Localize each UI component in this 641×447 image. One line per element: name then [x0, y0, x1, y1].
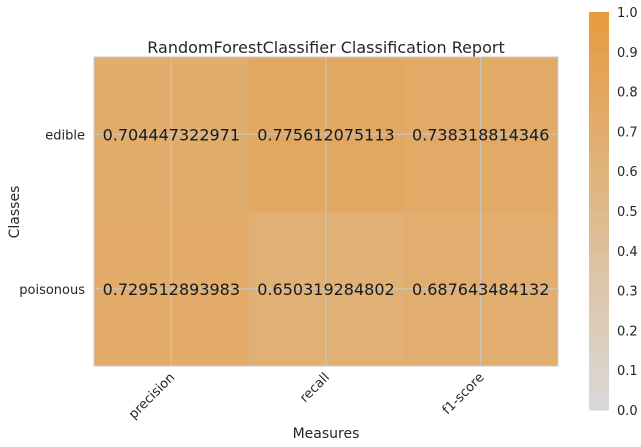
- plot-frame: [93, 56, 559, 367]
- colorbar-tick-label: 0.7: [617, 125, 638, 140]
- cell-value-labels: 0.704447322971 0.775612075113 0.7383188143…: [103, 125, 550, 299]
- colorbar-tick-label: 1.0: [617, 6, 638, 21]
- colorbar-segment: [589, 191, 609, 212]
- colorbar-segment: [589, 51, 609, 73]
- colorbar-tick-label: 0.6: [617, 165, 638, 180]
- cell-value-label: 0.738318814346: [412, 125, 549, 144]
- colorbar-segment: [589, 250, 609, 272]
- colorbar-tick-label: 0.4: [617, 245, 638, 260]
- x-tick-label: f1-score: [440, 370, 488, 418]
- colorbar-segment: [589, 211, 609, 232]
- grid-lines: [94, 57, 558, 366]
- cell-value-label: 0.687643484132: [412, 280, 549, 299]
- colorbar-segment: [589, 350, 609, 371]
- y-tick-label: edible: [45, 128, 85, 143]
- colorbar-segment: [589, 370, 609, 391]
- colorbar-segment: [589, 330, 609, 351]
- colorbar-segment: [589, 171, 609, 192]
- colorbar-tick-labels: 0.0 0.1 0.2 0.3 0.4 0.5 0.6 0.7 0.8 0.9 1.0: [617, 6, 638, 419]
- cell-value-label: 0.729512893983: [103, 280, 240, 299]
- colorbar-segment: [589, 131, 609, 152]
- colorbar-tick-label: 0.2: [617, 324, 638, 339]
- colorbar-segment: [589, 71, 609, 93]
- colorbar-segment: [589, 290, 609, 311]
- colorbar-segment: [589, 31, 609, 53]
- cell-value-label: 0.650319284802: [257, 280, 394, 299]
- colorbar-segment: [589, 151, 609, 172]
- colorbar-tick-label: 0.0: [617, 404, 638, 419]
- colorbar-tick-label: 0.3: [617, 285, 638, 300]
- x-tick-label: precision: [126, 370, 178, 422]
- colorbar-tick-label: 0.9: [617, 46, 638, 61]
- colorbar-segment: [589, 12, 609, 33]
- y-tick-labels: edible poisonous: [19, 128, 85, 298]
- cell-value-label: 0.704447322971: [103, 125, 240, 144]
- colorbar-segment: [589, 390, 609, 411]
- colorbar-tick-label: 0.1: [617, 364, 638, 379]
- x-tick-label: recall: [297, 370, 333, 406]
- y-tick-label: poisonous: [19, 283, 85, 298]
- x-axis-label: Measures: [293, 426, 360, 442]
- colorbar-segment: [589, 230, 609, 252]
- colorbar-segment: [589, 91, 609, 112]
- y-axis-label: Classes: [7, 186, 23, 239]
- colorbar-segment: [589, 111, 609, 132]
- colorbar-tick-label: 0.5: [617, 205, 638, 220]
- colorbar-segment: [589, 270, 609, 292]
- colorbar: [589, 12, 609, 411]
- chart-title: RandomForestClassifier Classification Re…: [147, 38, 504, 57]
- cell-value-label: 0.775612075113: [257, 125, 394, 144]
- colorbar-segment: [589, 310, 609, 331]
- x-tick-labels: precision recall f1-score: [126, 370, 487, 422]
- colorbar-tick-label: 0.8: [617, 86, 638, 101]
